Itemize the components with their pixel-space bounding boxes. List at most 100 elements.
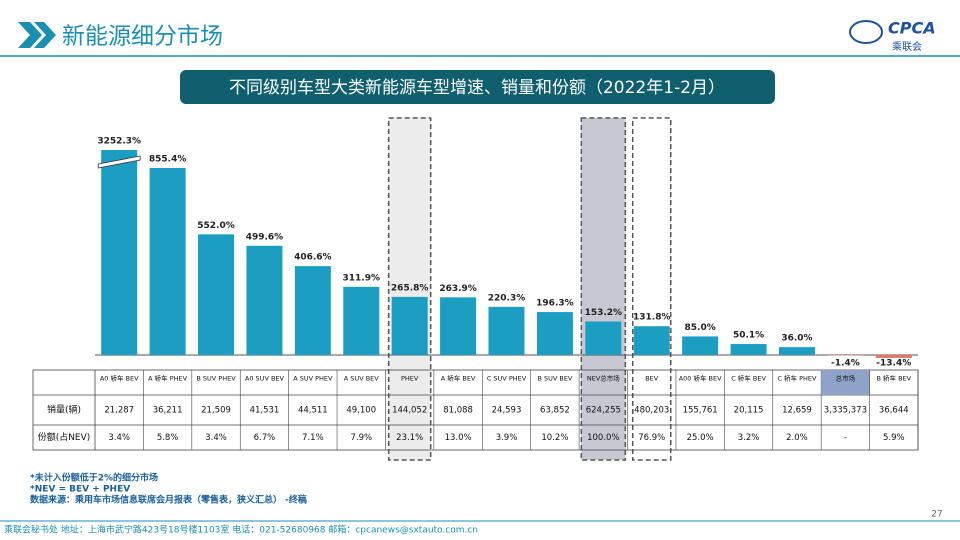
bar	[391, 296, 428, 355]
bar	[633, 326, 670, 355]
table-cell: 24,593	[492, 406, 522, 416]
table-cell: 44,511	[298, 406, 328, 416]
data-label: 153.2%	[585, 308, 623, 318]
table-cell: -	[844, 433, 847, 443]
table-cell: 480,203	[634, 406, 669, 416]
table-cell: 25.0%	[687, 433, 714, 443]
bar	[875, 355, 912, 358]
logo-text: CPCA	[888, 19, 936, 38]
bar	[440, 297, 477, 355]
column-header: NEV总市场	[587, 374, 620, 383]
bar	[294, 266, 331, 355]
table-cell: 21,287	[104, 406, 134, 416]
column-header: C SUV PHEV	[487, 375, 527, 383]
header-cell-fill	[821, 370, 870, 395]
data-label: 499.6%	[246, 232, 284, 242]
column-header: A00 轿车 BEV	[679, 374, 722, 383]
data-label: 36.0%	[781, 334, 812, 344]
note: *未计入份额低于2%的细分市场	[30, 472, 158, 484]
data-label: 196.3%	[536, 299, 574, 309]
bar	[101, 150, 138, 355]
table-cell: 6.7%	[254, 433, 276, 443]
data-label: 50.1%	[733, 331, 764, 341]
table-cell: 3,335,373	[824, 406, 867, 416]
table-cell: 81,088	[443, 406, 473, 416]
column-header: A SUV PHEV	[293, 375, 333, 383]
page-title: 新能源细分市场	[62, 24, 223, 50]
table-cell: 12,659	[782, 406, 812, 416]
data-label: 265.8%	[391, 283, 429, 293]
data-label: -1.4%	[831, 359, 860, 369]
data-label: 406.6%	[294, 253, 332, 263]
column-header: A0 轿车 BEV	[100, 374, 139, 383]
row-label: 销量(辆)	[47, 404, 81, 416]
chart-title-banner	[180, 70, 775, 104]
table-cell: 3.2%	[738, 433, 760, 443]
column-header: B SUV PHEV	[196, 375, 236, 383]
data-label: 311.9%	[343, 273, 381, 283]
highlight-box	[387, 117, 432, 461]
data-label: 855.4%	[149, 155, 187, 165]
title-icon	[18, 22, 56, 48]
column-header: 总市场	[836, 374, 856, 383]
column-header: A 轿车 PHEV	[148, 374, 187, 383]
data-label: 220.3%	[488, 293, 526, 303]
highlight-box	[631, 117, 672, 461]
bar	[585, 321, 622, 355]
table-cell: 76.9%	[638, 433, 665, 443]
table-cell: 36,644	[879, 406, 909, 416]
note: 数据来源：乘用车市场信息联席会月报表（零售表，狭义汇总） -终稿	[30, 494, 307, 506]
table-cell: 63,852	[540, 406, 570, 416]
chart-title: 不同级别车型大类新能源车型增速、销量和份额（2022年1-2月）	[229, 78, 725, 98]
note: *NEV = BEV + PHEV	[30, 485, 130, 495]
column-header: B SUV BEV	[537, 375, 572, 383]
footer-text: 乘联会秘书处 地址：上海市武宁路423号18号楼1103室 电话：021-526…	[4, 524, 478, 536]
table-cell: 7.9%	[350, 433, 372, 443]
data-label: 552.0%	[197, 221, 235, 231]
table-cell: 21,509	[201, 406, 231, 416]
table-cell: 3.9%	[496, 433, 518, 443]
bar	[827, 355, 864, 356]
table-cell: 5.8%	[157, 433, 179, 443]
logo-mark	[849, 20, 883, 44]
page-number: 27	[931, 510, 942, 520]
bar	[730, 344, 767, 355]
table-cell: 5.9%	[883, 433, 905, 443]
table-cell: 624,255	[586, 406, 621, 416]
table-cell: 3.4%	[205, 433, 227, 443]
bar	[778, 347, 815, 355]
table-cell: 100.0%	[587, 433, 619, 443]
row-label: 份额(占NEV)	[38, 431, 91, 443]
data-label: 131.8%	[633, 313, 671, 323]
bar	[198, 234, 235, 355]
table-cell: 2.0%	[786, 433, 808, 443]
table-cell: 49,100	[346, 406, 376, 416]
data-label: -13.4%	[876, 359, 911, 369]
data-label: 263.9%	[439, 284, 477, 294]
chart: 3252.3% 855.4% 552.0% 499.6% 406.6% 311.9% 265…	[32, 117, 919, 461]
table-cell: 41,531	[250, 406, 280, 416]
table-cell: 10.2%	[541, 433, 568, 443]
column-header: PHEV	[401, 375, 419, 383]
column-header: B 轿车 BEV	[876, 374, 911, 383]
column-header: A SUV BEV	[344, 375, 379, 383]
highlight-box	[580, 117, 627, 461]
data-label: 85.0%	[685, 323, 716, 333]
table-cell: 13.0%	[445, 433, 472, 443]
bar	[246, 245, 283, 355]
table-cell: 3.4%	[108, 433, 130, 443]
column-header: A 轿车 BEV	[441, 374, 476, 383]
bar	[536, 312, 573, 355]
bar	[682, 336, 719, 355]
axis-break	[97, 155, 141, 169]
table-cell: 155,761	[683, 406, 718, 416]
table-cell: 23.1%	[396, 433, 423, 443]
table-cell: 144,052	[392, 406, 427, 416]
bar	[149, 168, 186, 355]
column-header: A0 SUV BEV	[245, 375, 285, 383]
table-cell: 36,211	[153, 406, 183, 416]
table-cell: 7.1%	[302, 433, 324, 443]
data-label: 3252.3%	[97, 137, 141, 147]
column-header: BEV	[645, 375, 659, 383]
